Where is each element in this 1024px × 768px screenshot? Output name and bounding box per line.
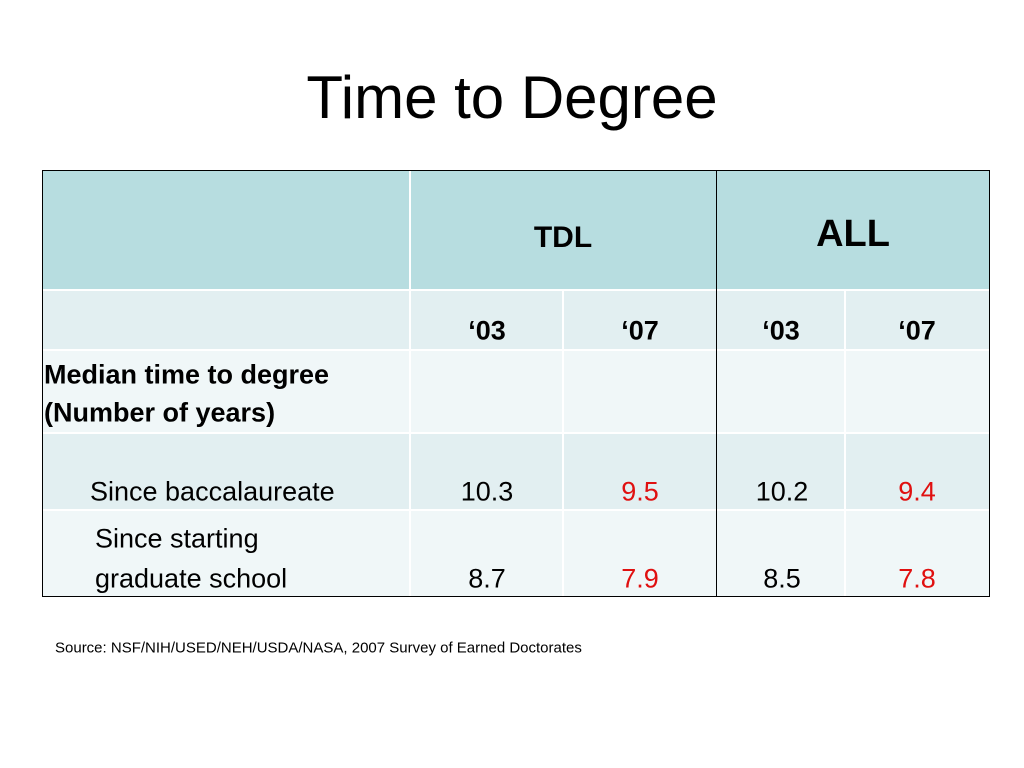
col-divider <box>716 170 717 597</box>
cell-value: 10.3 <box>460 476 514 507</box>
cell-value: 9.5 <box>621 476 659 507</box>
row-bg <box>42 510 990 597</box>
cell-value: 7.9 <box>621 563 659 594</box>
row-bg <box>42 433 990 510</box>
row-divider <box>42 509 990 511</box>
col-divider <box>844 290 846 597</box>
group-header: TDL <box>533 221 593 254</box>
row-label: Since baccalaureate <box>90 476 335 507</box>
row-divider <box>42 289 990 291</box>
group-header: ALL <box>816 213 890 255</box>
section-label: (Number of years) <box>44 397 276 428</box>
row-label: graduate school <box>95 563 288 594</box>
cell-value: 8.7 <box>468 563 506 594</box>
year-header: ‘07 <box>898 315 936 346</box>
section-label: Median time to degree <box>44 359 330 390</box>
col-divider <box>409 170 411 597</box>
source-note: Source: NSF/NIH/USED/NEH/USDA/NASA, 2007… <box>55 639 582 657</box>
row-divider <box>42 432 990 434</box>
year-header: ‘03 <box>762 315 800 346</box>
row-divider <box>42 349 990 351</box>
title: Time to Degree <box>306 64 718 131</box>
cell-value: 8.5 <box>763 563 801 594</box>
row-bg <box>42 290 990 350</box>
row-bg <box>42 350 990 433</box>
cell-value: 10.2 <box>755 476 809 507</box>
table-border <box>42 170 990 597</box>
header-bg <box>42 170 990 290</box>
col-divider <box>562 290 564 597</box>
cell-value: 9.4 <box>898 476 936 507</box>
year-header: ‘03 <box>468 315 506 346</box>
row-label: Since starting <box>95 523 259 554</box>
year-header: ‘07 <box>621 315 659 346</box>
cell-value: 7.8 <box>898 563 936 594</box>
